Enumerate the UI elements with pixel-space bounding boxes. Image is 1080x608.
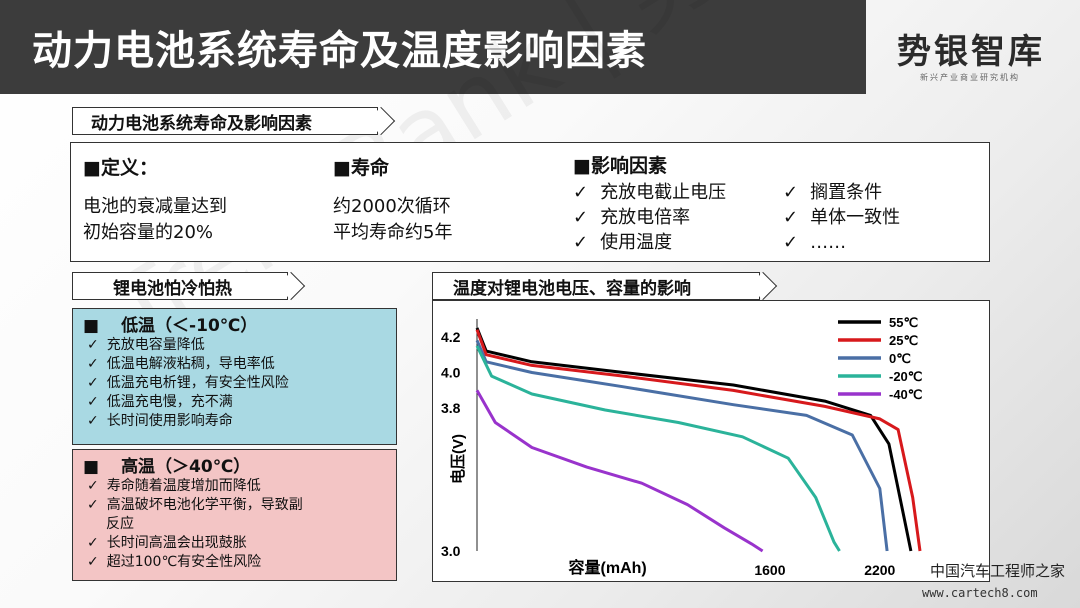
section-tag-label: 动力电池系统寿命及影响因素 <box>91 113 312 134</box>
page-title: 动力电池系统寿命及温度影响因素 <box>32 28 647 74</box>
high-temp-item: 寿命随着温度增加而降低 <box>87 477 396 496</box>
section-tag-definition: 动力电池系统寿命及影响因素 <box>72 107 378 135</box>
definition-box: ■定义： 电池的衰减量达到 初始容量的20% ■寿命 约2000次循环 平均寿命… <box>70 142 990 262</box>
high-temp-item: 长时间高温会出现鼓胀 <box>87 534 396 553</box>
factor-item: 单体一致性 <box>783 205 923 230</box>
low-temp-item: 充放电容量降低 <box>87 336 396 355</box>
series-line <box>475 329 922 552</box>
factor-item: 充放电倍率 <box>573 205 783 230</box>
factors-column: ■影响因素 充放电截止电压 搁置条件 充放电倍率 单体一致性 使用温度 …… <box>573 151 923 255</box>
x-tick-label: 1600 <box>754 562 785 578</box>
legend-label: 55℃ <box>889 315 918 330</box>
section-tag-chart: 温度对锂电池电压、容量的影响 <box>432 272 760 300</box>
definition-line: 电池的衰减量达到 <box>83 196 227 217</box>
high-temp-item-continued: 反应 <box>106 516 134 532</box>
footer-watermark: 中国汽车工程师之家 <box>930 562 1066 580</box>
title-bar: 动力电池系统寿命及温度影响因素 <box>0 0 866 94</box>
footer-url: www.cartech8.com <box>922 586 1038 600</box>
y-tick-label: 3.8 <box>441 400 461 416</box>
high-temp-heading: ■ 高温（＞40℃） <box>73 450 396 477</box>
life-line: 平均寿命约5年 <box>333 222 453 243</box>
bullet-marker: ■ <box>83 457 100 477</box>
low-temp-panel: ■ 低温（＜-10℃） 充放电容量降低 低温电解液粘稠，导电率低 低温充电析锂，有… <box>72 308 397 445</box>
factor-item: 充放电截止电压 <box>573 180 783 205</box>
life-heading: ■寿命 <box>333 157 389 179</box>
y-axis-label: 电压(V) <box>449 434 467 484</box>
low-temp-heading: ■ 低温（＜-10℃） <box>73 309 396 336</box>
factor-item: …… <box>783 230 923 255</box>
low-temp-item: 低温充电慢，充不满 <box>87 393 396 412</box>
logo-subtitle: 新兴产业商业研究机构 <box>920 73 1020 82</box>
high-temp-heading-text: 高温（＞40℃） <box>121 457 251 477</box>
section-tag-temperature: 锂电池怕冷怕热 <box>72 272 288 300</box>
definition-column: ■定义： 电池的衰减量达到 初始容量的20% <box>83 153 227 246</box>
series-line <box>475 389 764 553</box>
factor-item: 使用温度 <box>573 230 783 255</box>
voltage-capacity-chart: 3.0 3.8 4.0 4.2 1600 2200 容量(mAh) 电压(V) 55℃ 25℃ 0℃… <box>441 315 922 578</box>
y-tick-label: 4.2 <box>441 329 461 345</box>
legend-label: 0℃ <box>889 351 911 366</box>
high-temp-item: 高温破坏电池化学平衡，导致副 <box>87 496 396 515</box>
section-tag-label: 温度对锂电池电压、容量的影响 <box>453 278 691 299</box>
bullet-marker: ■ <box>83 316 100 336</box>
section-tag-label: 锂电池怕冷怕热 <box>113 278 232 299</box>
low-temp-item: 低温电解液粘稠，导电率低 <box>87 355 396 374</box>
x-tick-label: 2200 <box>864 562 895 578</box>
life-column: ■寿命 约2000次循环 平均寿命约5年 <box>333 153 452 246</box>
definition-line: 初始容量的20% <box>83 222 214 243</box>
life-line: 约2000次循环 <box>333 196 451 217</box>
legend-label: -20℃ <box>889 369 922 384</box>
logo: 势银智库 新兴产业商业研究机构 <box>870 0 1080 94</box>
low-temp-heading-text: 低温（＜-10℃） <box>121 316 258 336</box>
chart-container: 3.0 3.8 4.0 4.2 1600 2200 容量(mAh) 电压(V) 55℃ 25℃ 0℃… <box>432 300 990 582</box>
series-line <box>475 327 913 552</box>
logo-name: 势银智库 <box>897 32 1045 72</box>
series-line <box>475 345 841 552</box>
legend-label: -40℃ <box>889 387 922 402</box>
definition-heading: ■定义： <box>83 157 158 179</box>
high-temp-panel: ■高温（＞40℃） 寿命随着温度增加而降低 高温破坏电池化学平衡，导致副 反应 … <box>72 449 397 581</box>
y-tick-label: 4.0 <box>441 365 461 381</box>
legend-label: 25℃ <box>889 333 918 348</box>
series-line <box>475 339 889 552</box>
x-axis-label: 容量(mAh) <box>568 558 647 577</box>
y-tick-label: 3.0 <box>441 543 461 559</box>
low-temp-item: 长时间使用影响寿命 <box>87 412 396 431</box>
high-temp-item: 超过100℃有安全性风险 <box>87 553 396 572</box>
factor-item: 搁置条件 <box>783 180 923 205</box>
factors-heading: ■影响因素 <box>573 155 667 177</box>
low-temp-item: 低温充电析锂，有安全性风险 <box>87 374 396 393</box>
